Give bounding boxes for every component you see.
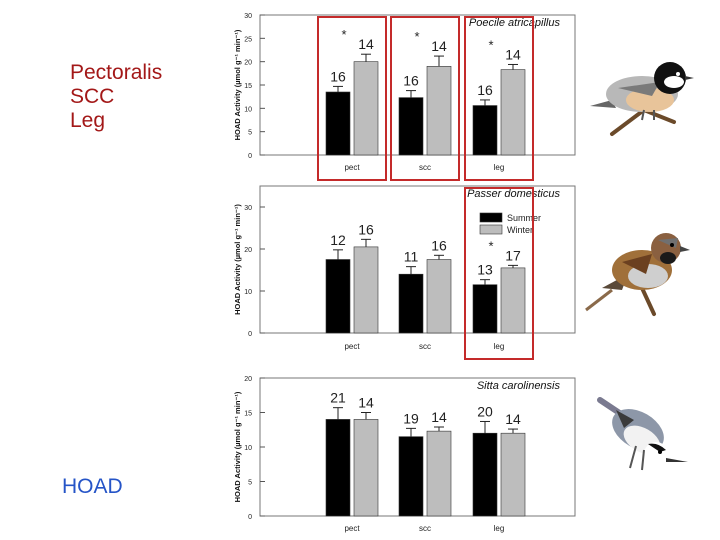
highlight-box xyxy=(390,16,460,181)
x-tick-label: pect xyxy=(344,342,360,351)
y-tick-label: 20 xyxy=(244,247,252,254)
y-tick-label: 5 xyxy=(248,130,252,137)
bar-summer-scc xyxy=(398,97,424,156)
y-tick-label: 30 xyxy=(244,205,252,212)
bar-summer-leg xyxy=(472,105,498,156)
bar-winter-pect xyxy=(353,61,379,156)
sample-size-label: 21 xyxy=(330,390,346,406)
y-tick-label: 0 xyxy=(248,514,252,521)
y-tick-label: 0 xyxy=(248,153,252,160)
sample-size-label: 16 xyxy=(330,68,346,84)
sample-size-label: 11 xyxy=(404,249,419,265)
legend-swatch xyxy=(479,212,503,223)
x-tick-label: leg xyxy=(494,524,505,533)
label-scc: SCC xyxy=(70,85,115,109)
tissue-labels: Pectoralis SCC Leg xyxy=(70,61,162,133)
x-tick-label: pect xyxy=(344,163,360,172)
sample-size-label: 16 xyxy=(403,73,419,89)
bar-winter-scc xyxy=(426,259,452,334)
bar-winter-leg xyxy=(500,432,526,517)
sample-size-label: 13 xyxy=(477,262,493,278)
significance-marker: * xyxy=(341,27,346,42)
y-tick-label: 25 xyxy=(244,36,252,43)
legend-label: Winter xyxy=(507,225,533,235)
significance-marker: * xyxy=(414,29,419,44)
y-tick-label: 30 xyxy=(244,13,252,20)
bar-summer-leg xyxy=(472,432,498,517)
y-tick-label: 15 xyxy=(244,411,252,418)
bar-summer-leg xyxy=(472,284,498,334)
sample-size-label: 14 xyxy=(431,409,447,425)
sample-size-label: 14 xyxy=(358,36,374,52)
sample-size-label: 16 xyxy=(358,221,374,237)
bar-winter-leg xyxy=(500,267,526,334)
bar-summer-pect xyxy=(325,91,351,156)
bar-winter-pect xyxy=(353,246,379,334)
legend-swatch xyxy=(479,224,503,235)
y-tick-label: 20 xyxy=(244,376,252,383)
sample-size-label: 12 xyxy=(330,232,346,248)
y-axis-label: HOAD Activity (µmol g⁻¹ min⁻¹) xyxy=(233,204,242,315)
y-tick-label: 10 xyxy=(244,106,252,113)
highlight-box xyxy=(464,16,534,181)
bar-summer-pect xyxy=(325,259,351,334)
chickadee-illustration xyxy=(590,62,694,136)
bar-winter-leg xyxy=(500,69,526,156)
highlight-box xyxy=(464,187,534,360)
chart-title: Passer domesticus xyxy=(467,188,560,200)
legend-label: Summer xyxy=(507,213,541,223)
bar-summer-scc xyxy=(398,436,424,517)
y-tick-label: 10 xyxy=(244,289,252,296)
sample-size-label: 14 xyxy=(358,395,374,411)
x-tick-label: scc xyxy=(419,342,431,351)
y-axis-label: HOAD Activity (µmol g⁻¹ min⁻¹) xyxy=(233,391,242,502)
sample-size-label: 14 xyxy=(505,411,521,427)
label-leg: Leg xyxy=(70,109,106,133)
sample-size-label: 16 xyxy=(477,82,493,98)
x-tick-label: scc xyxy=(419,163,431,172)
bar-summer-scc xyxy=(398,273,424,334)
nuthatch-illustration xyxy=(597,397,688,471)
x-tick-label: scc xyxy=(419,524,431,533)
y-tick-label: 10 xyxy=(244,445,252,452)
y-tick-label: 5 xyxy=(248,480,252,487)
y-tick-label: 15 xyxy=(244,83,252,90)
highlight-box xyxy=(317,16,387,181)
y-tick-label: 20 xyxy=(244,60,252,67)
y-tick-label: 0 xyxy=(248,331,252,338)
sample-size-label: 14 xyxy=(431,38,447,54)
significance-marker: * xyxy=(488,238,493,253)
x-tick-label: leg xyxy=(494,163,505,172)
chart-title: Poecile atricapillus xyxy=(469,17,561,29)
significance-marker: * xyxy=(488,37,493,52)
sample-size-label: 14 xyxy=(505,46,521,62)
house-sparrow-illustration xyxy=(585,233,690,316)
sample-size-label: 17 xyxy=(505,247,521,263)
sample-size-label: 19 xyxy=(403,410,419,426)
sample-size-label: 16 xyxy=(431,237,447,253)
bar-winter-pect xyxy=(353,419,379,517)
bar-summer-pect xyxy=(325,419,351,517)
sample-size-label: 20 xyxy=(477,403,493,419)
bar-winter-scc xyxy=(426,66,452,156)
label-pectoralis: Pectoralis xyxy=(70,61,163,84)
x-tick-label: pect xyxy=(344,524,360,533)
y-axis-label: HOAD Activity (µmol g⁻¹ min⁻¹) xyxy=(233,29,242,140)
x-tick-label: leg xyxy=(494,342,505,351)
hoad-label: HOAD xyxy=(62,475,123,498)
bar-winter-scc xyxy=(426,430,452,517)
chart-title: Sitta carolinensis xyxy=(477,380,561,392)
